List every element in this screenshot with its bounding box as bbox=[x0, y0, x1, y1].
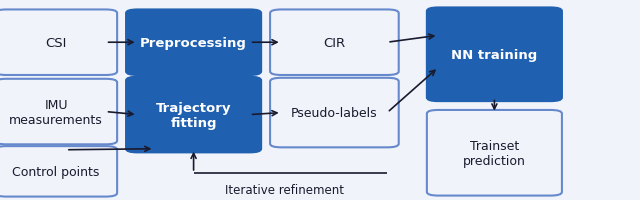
FancyBboxPatch shape bbox=[126, 10, 261, 76]
Text: Control points: Control points bbox=[12, 165, 100, 178]
Text: Iterative refinement: Iterative refinement bbox=[225, 183, 344, 196]
FancyBboxPatch shape bbox=[270, 78, 399, 148]
Text: CSI: CSI bbox=[45, 37, 67, 49]
FancyBboxPatch shape bbox=[126, 77, 261, 153]
Text: Trainset
prediction: Trainset prediction bbox=[463, 139, 526, 167]
Text: NN training: NN training bbox=[451, 49, 538, 61]
Text: CIR: CIR bbox=[323, 37, 346, 49]
Text: IMU
measurements: IMU measurements bbox=[9, 98, 103, 126]
FancyBboxPatch shape bbox=[0, 146, 117, 197]
FancyBboxPatch shape bbox=[270, 10, 399, 76]
Text: Trajectory
fitting: Trajectory fitting bbox=[156, 101, 231, 129]
Text: Pseudo-labels: Pseudo-labels bbox=[291, 107, 378, 119]
FancyBboxPatch shape bbox=[0, 79, 117, 145]
Text: Preprocessing: Preprocessing bbox=[140, 37, 247, 49]
FancyBboxPatch shape bbox=[427, 8, 562, 102]
FancyBboxPatch shape bbox=[427, 110, 562, 196]
FancyBboxPatch shape bbox=[0, 10, 117, 76]
